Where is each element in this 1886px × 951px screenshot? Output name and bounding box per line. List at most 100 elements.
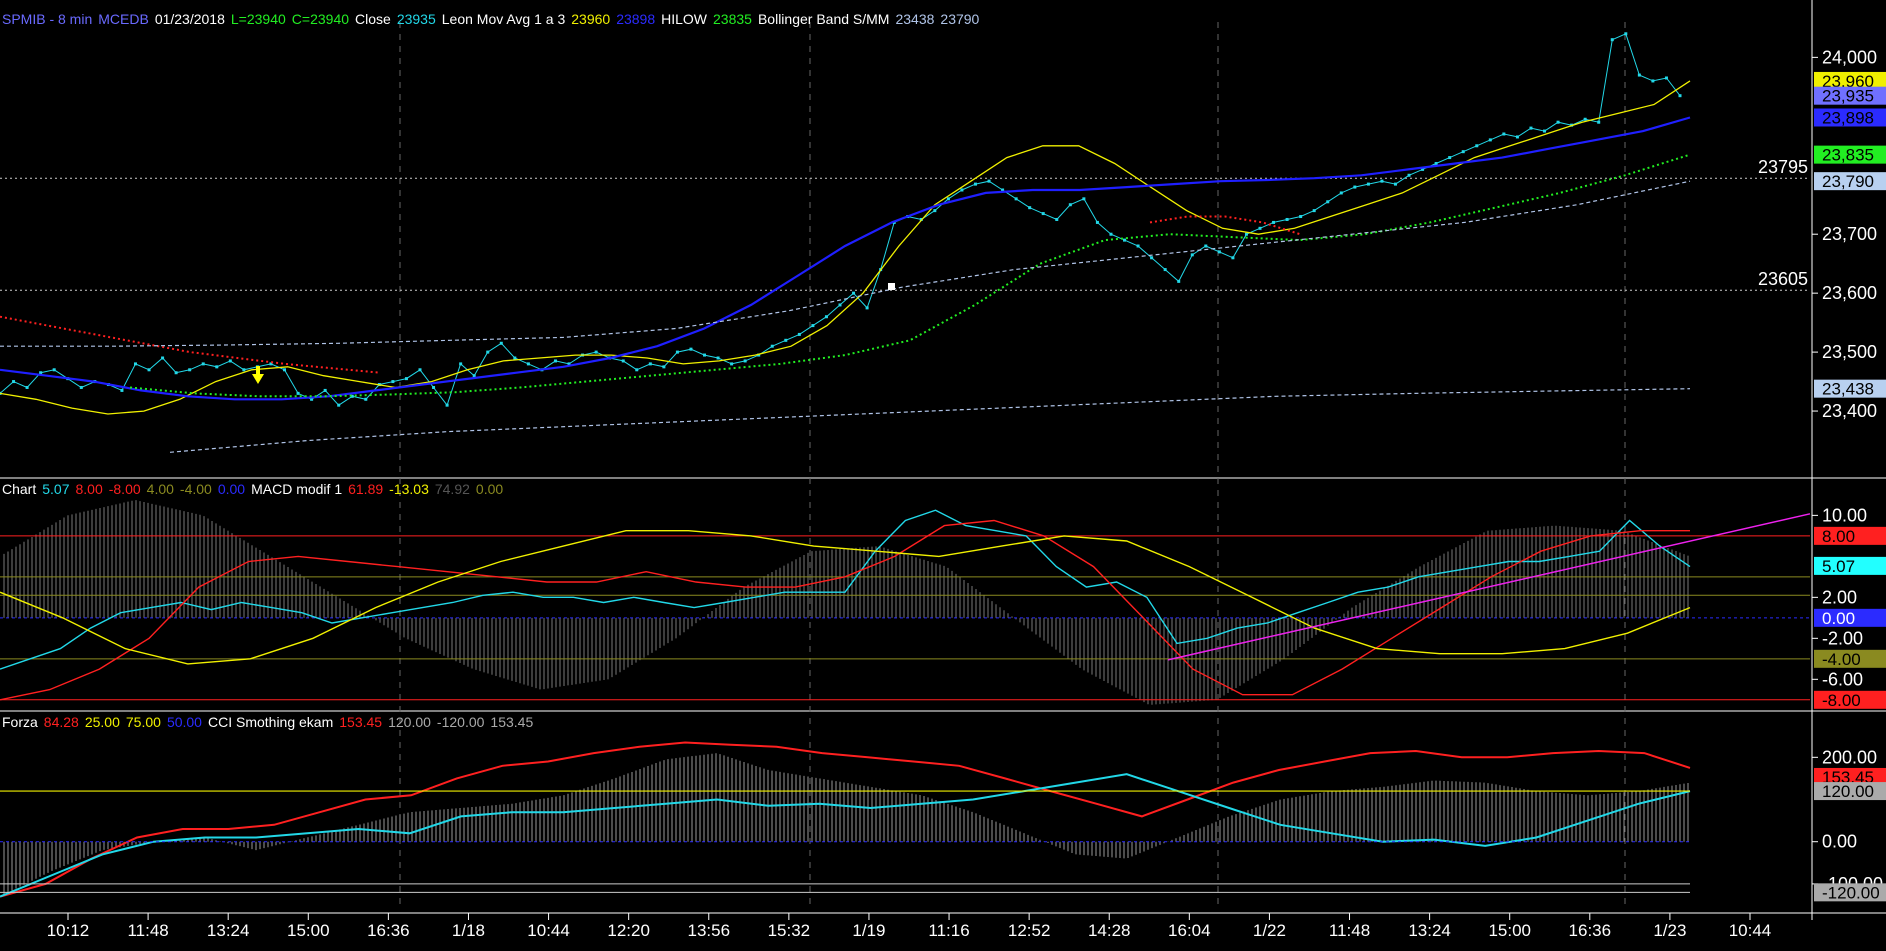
close-point (12, 380, 16, 384)
close-point (716, 356, 720, 360)
price-tag (1814, 172, 1886, 191)
x-tick-label: 16:04 (1168, 921, 1211, 940)
legend-item: 4.00 (146, 481, 174, 497)
close-point (25, 385, 29, 389)
close-point (1258, 226, 1262, 230)
legend-item: Leon Mov Avg 1 a 3 (441, 11, 566, 27)
legend-item: 84.28 (43, 714, 79, 730)
close-point (1285, 217, 1289, 221)
close-point (730, 362, 734, 366)
close-point (987, 179, 991, 183)
price-tag-label: 23,835 (1822, 146, 1874, 165)
close-point (1244, 232, 1248, 236)
close-point (486, 350, 490, 354)
x-tick-label: 16:36 (1569, 921, 1612, 940)
close-point (1055, 217, 1059, 221)
close-point (1014, 197, 1018, 201)
legend-item: Close (355, 11, 391, 27)
slow-mavg-line (0, 116, 1691, 401)
x-tick-label: 1/22 (1253, 921, 1286, 940)
x-tick-label: 11:48 (1329, 921, 1370, 940)
x-tick-label: 1/18 (452, 921, 485, 940)
forza-line (0, 741, 1691, 898)
legend-item: 74.92 (434, 481, 470, 497)
legend-item: 8.00 (75, 481, 103, 497)
legend-item: 23935 (396, 11, 436, 27)
close-point (1095, 220, 1099, 224)
close-point (418, 368, 422, 372)
x-tick-label: 10:44 (1729, 921, 1772, 940)
legend-item: 23960 (571, 11, 611, 27)
legend-item: HILOW (661, 11, 708, 27)
close-point (39, 371, 43, 375)
close-point (1556, 120, 1560, 124)
x-tick-label: 10:44 (527, 921, 570, 940)
close-point (1597, 120, 1601, 124)
price-tag (1814, 86, 1886, 105)
close-point (1664, 76, 1668, 80)
close-point (1651, 79, 1655, 83)
close-point (133, 362, 137, 366)
value-tag (1814, 883, 1886, 902)
close-point (364, 397, 368, 401)
value-tag-label: 5.07 (1822, 557, 1855, 576)
legend-item: -120.00 (436, 714, 485, 730)
close-point (1529, 126, 1533, 130)
close-point (1231, 256, 1235, 260)
close-point (1001, 188, 1005, 192)
close-point (1177, 279, 1181, 283)
value-tag (1814, 556, 1886, 575)
close-point (1204, 244, 1208, 248)
value-tag (1814, 782, 1886, 801)
legend-item: 153.45 (490, 714, 534, 730)
value-tag-label: 120.00 (1822, 782, 1874, 801)
legend-item: 120.00 (388, 714, 431, 730)
close-point (228, 359, 232, 363)
close-point (404, 377, 408, 381)
close-point (432, 385, 436, 389)
buy-arrow-icon (252, 366, 264, 384)
legend-item: 23835 (713, 11, 752, 27)
bollinger-upper-line (0, 180, 1691, 347)
close-point (1326, 200, 1330, 204)
close-point (743, 359, 747, 363)
close-point (1393, 182, 1397, 186)
bollinger-lower-line (169, 388, 1691, 453)
price-tag (1814, 108, 1886, 127)
close-point (1421, 167, 1425, 171)
close-point (594, 350, 598, 354)
legend-item: 23438 (895, 11, 935, 27)
close-point (553, 359, 557, 363)
close-point (1380, 179, 1384, 183)
legend-item: Forza (2, 714, 38, 730)
macd-legend: Chart 5.07 8.00 -8.00 4.00 -4.00 0.00 MACD modi… (2, 479, 509, 499)
legend-item: -8.00 (108, 481, 141, 497)
close-point (1637, 73, 1641, 77)
hilow-line (129, 153, 1691, 398)
cci-legend: Forza 84.28 25.00 75.00 50.00 CCI Smothing ek… (2, 712, 539, 732)
legend-item: 23790 (940, 11, 980, 27)
macd-chart-line (0, 509, 1691, 670)
legend-item: 75.00 (125, 714, 161, 730)
close-point (296, 391, 300, 395)
y-tick-label: 23,500 (1822, 342, 1877, 362)
value-tag-label: -4.00 (1822, 650, 1861, 669)
legend-item: 61.89 (348, 481, 384, 497)
macd-line (0, 519, 1690, 701)
close-point (770, 344, 774, 348)
close-point (852, 291, 856, 295)
close-point (188, 368, 192, 372)
y-tick-label: 2.00 (1822, 587, 1857, 607)
close-point (703, 353, 707, 357)
price-tag (1814, 145, 1886, 164)
close-point (621, 359, 625, 363)
close-point (391, 380, 395, 384)
close-point (1678, 94, 1682, 98)
close-point (1041, 212, 1045, 216)
macd-signal-line (0, 530, 1691, 665)
x-tick-label: 1/23 (1653, 921, 1686, 940)
close-point (120, 388, 124, 392)
x-tick-label: 16:36 (367, 921, 410, 940)
price-legend: SPMIB - 8 min MCEDB 01/23/2018 L=23940 C=239… (2, 9, 985, 29)
price-level-label: 23795 (1758, 157, 1808, 177)
